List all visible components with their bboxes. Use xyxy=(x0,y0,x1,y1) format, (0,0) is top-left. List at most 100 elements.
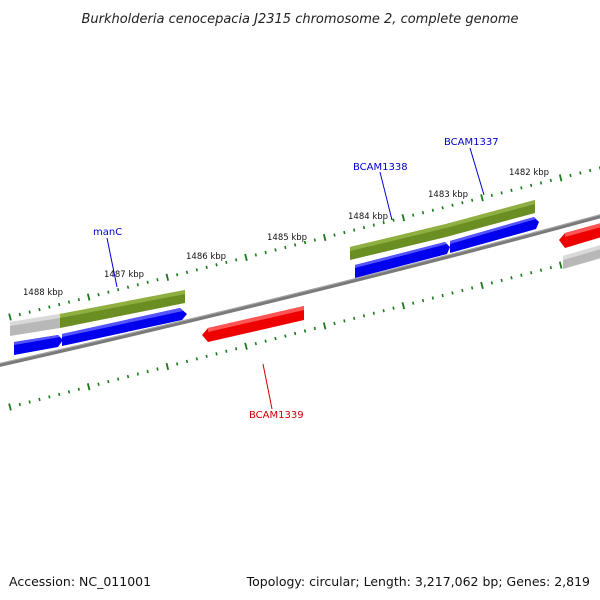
accession-text: Accession: NC_011001 xyxy=(9,574,151,589)
outer-tick xyxy=(579,171,582,175)
outer-tick xyxy=(67,300,71,304)
outer-tick xyxy=(500,191,503,195)
outer-tick xyxy=(569,173,572,178)
outer-tick xyxy=(294,243,297,247)
scale-label-1482: 1482 kbp xyxy=(509,168,549,178)
inner-tick xyxy=(362,314,366,318)
inner-tick xyxy=(38,397,41,402)
outer-tick xyxy=(58,302,61,307)
gene-label-BCAM1339[interactable]: BCAM1339 xyxy=(249,410,304,421)
inner-tick xyxy=(441,293,444,298)
inner-tick xyxy=(8,403,12,411)
cds-arrow-blue-1[interactable] xyxy=(14,335,63,355)
inner-tick xyxy=(235,347,238,351)
outer-tick xyxy=(510,188,513,193)
outer-tick xyxy=(539,181,543,185)
inner-tick xyxy=(412,301,415,305)
inner-tick xyxy=(451,291,454,295)
inner-tick xyxy=(244,342,248,350)
inner-tick xyxy=(558,261,563,269)
cds-track-forward xyxy=(14,217,539,355)
scale-label-1487: 1487 kbp xyxy=(104,270,144,280)
inner-tick xyxy=(156,367,159,371)
cds-arrow-blue-4[interactable] xyxy=(450,217,539,253)
chromosome-backbone xyxy=(0,214,600,367)
outer-tick xyxy=(401,214,406,222)
inner-tick xyxy=(392,306,395,310)
gene-label-BCAM1337[interactable]: BCAM1337 xyxy=(444,137,499,148)
inner-tick xyxy=(195,357,198,361)
outer-tick xyxy=(97,292,100,297)
outer-tick xyxy=(215,263,218,267)
inner-tick xyxy=(313,326,316,331)
inner-tick xyxy=(343,319,346,323)
outer-tick xyxy=(86,293,91,301)
inner-tick xyxy=(510,276,513,280)
inner-tick xyxy=(185,359,189,364)
inner-tick xyxy=(539,268,543,272)
inner-tick xyxy=(294,331,297,336)
inner-tick xyxy=(520,273,523,277)
outer-tick xyxy=(38,307,41,312)
inner-tick xyxy=(421,298,425,303)
outer-tick xyxy=(264,250,267,255)
gene-label-BCAM1338[interactable]: BCAM1338 xyxy=(353,162,408,173)
outer-tick xyxy=(146,280,149,284)
outer-tick xyxy=(451,203,454,207)
outer-tick xyxy=(421,210,425,215)
outer-tick xyxy=(156,278,159,282)
outer-tick xyxy=(284,245,287,250)
outer-tick xyxy=(205,265,208,269)
outer-tick xyxy=(520,186,523,190)
gene-labels: manC BCAM1338 BCAM1337 BCAM1339 xyxy=(93,137,499,421)
cds-arrow-blue-2[interactable] xyxy=(62,308,187,346)
outer-tick xyxy=(392,218,395,222)
inner-tick xyxy=(48,395,51,399)
outer-tick xyxy=(490,193,493,197)
outer-tick-track xyxy=(8,166,600,321)
outer-tick xyxy=(126,285,130,289)
inner-tick xyxy=(490,281,493,285)
gene-label-manC[interactable]: manC xyxy=(93,227,122,238)
outer-tick xyxy=(589,168,592,173)
inner-tick xyxy=(77,387,80,391)
outer-tick xyxy=(18,312,21,317)
outer-tick xyxy=(558,174,563,182)
outer-tick xyxy=(412,213,415,217)
scale-label-1484: 1484 kbp xyxy=(348,212,388,222)
inner-tick xyxy=(165,362,170,371)
inner-tick xyxy=(215,352,218,356)
outer-tick xyxy=(372,223,375,227)
inner-tick xyxy=(322,322,327,330)
outer-tick xyxy=(480,194,484,202)
inner-tick xyxy=(205,354,208,358)
inner-tick xyxy=(28,400,31,404)
cds-arrow-blue-3[interactable] xyxy=(355,242,450,278)
inner-tick xyxy=(284,334,287,338)
outer-tick xyxy=(353,228,356,232)
inner-tick xyxy=(254,342,257,346)
inner-tick xyxy=(333,321,336,326)
inner-tick xyxy=(86,383,91,391)
outer-tick xyxy=(549,178,552,183)
inner-tick xyxy=(264,339,267,343)
outer-tick xyxy=(28,310,31,314)
inner-tick xyxy=(176,362,179,366)
inner-tick xyxy=(431,296,434,300)
scale-label-1486: 1486 kbp xyxy=(186,252,226,262)
outer-tick xyxy=(362,225,366,230)
inner-tick xyxy=(353,316,356,320)
inner-tick xyxy=(107,380,110,384)
inner-tick xyxy=(382,309,385,313)
outer-tick xyxy=(107,290,110,294)
outer-tick xyxy=(77,298,80,302)
scale-label-1485: 1485 kbp xyxy=(267,233,307,243)
outer-tick xyxy=(195,268,198,272)
outer-tick xyxy=(441,206,444,210)
inner-tick xyxy=(530,271,533,275)
inner-tick xyxy=(549,266,552,270)
inner-tick xyxy=(471,286,474,290)
outer-tick xyxy=(322,233,327,242)
genome-title: Burkholderia cenocepacia J2315 chromosom… xyxy=(81,12,518,27)
